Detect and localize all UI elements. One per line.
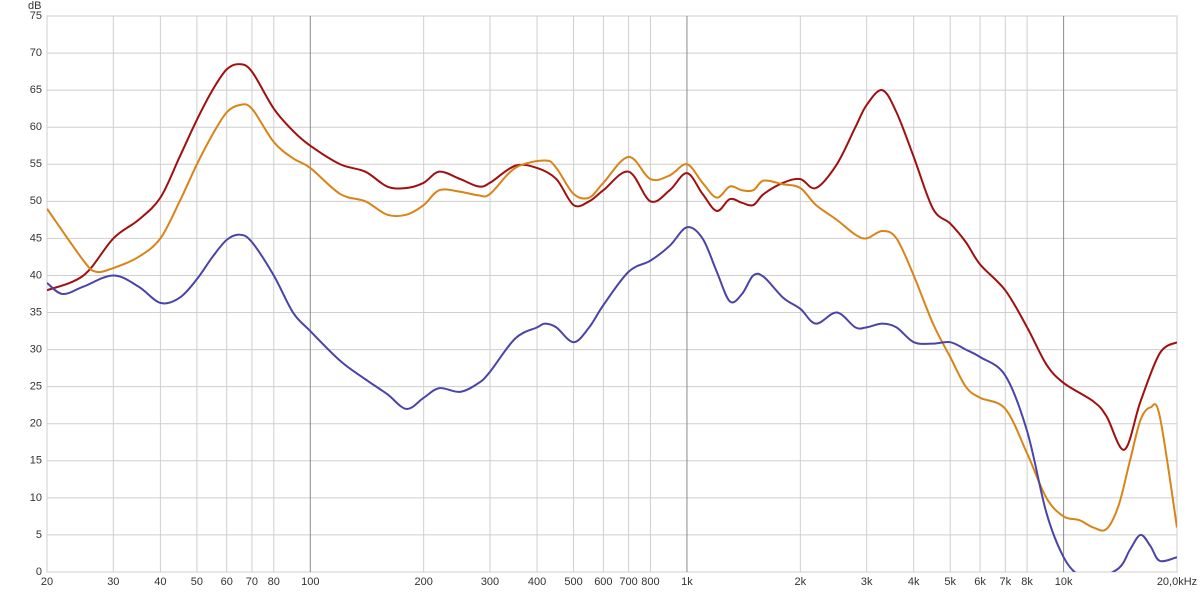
x-tick-label: 100 [301,576,319,588]
y-tick-label: 40 [30,269,42,281]
x-tick-label: 700 [619,576,637,588]
y-tick-label: 75 [30,10,42,22]
y-tick-label: 15 [30,455,42,467]
y-tick-label: 0 [36,566,42,578]
y-tick-label: 70 [30,47,42,59]
y-tick-label: 5 [36,529,42,541]
x-tick-label: 2k [795,576,807,588]
series-line [47,103,1177,532]
x-tick-label: 50 [191,576,203,588]
x-tick-label: 400 [528,576,546,588]
grid [46,15,1178,573]
x-tick-label: 200 [414,576,432,588]
x-tick-label: 20,0kHz [1157,576,1197,588]
x-tick-label: 60 [221,576,233,588]
x-tick-label: 80 [268,576,280,588]
x-tick-label: 600 [594,576,612,588]
x-tick-label: 10k [1055,576,1073,588]
series-line [47,226,1177,572]
x-tick-label: 800 [641,576,659,588]
x-tick-label: 3k [861,576,873,588]
x-tick-label: 6k [974,576,986,588]
x-tick-label: 7k [999,576,1011,588]
y-tick-label: 35 [30,306,42,318]
series-line [47,63,1177,451]
x-tick-label: 70 [246,576,258,588]
y-axis-label: dB [28,0,41,12]
y-tick-label: 65 [30,84,42,96]
x-tick-label: 1k [681,576,693,588]
x-tick-label: 5k [944,576,956,588]
y-tick-label: 25 [30,381,42,393]
lines [47,63,1177,572]
y-tick-label: 20 [30,418,42,430]
y-tick-label: 10 [30,492,42,504]
x-tick-label: 30 [107,576,119,588]
x-tick-label: 40 [154,576,166,588]
x-tick-label: 300 [481,576,499,588]
x-tick-label: 8k [1021,576,1033,588]
x-tick-label: 20 [41,576,53,588]
y-tick-label: 45 [30,232,42,244]
x-tick-label: 500 [564,576,582,588]
y-tick-label: 55 [30,158,42,170]
x-tick-label: 4k [908,576,920,588]
y-tick-label: 30 [30,344,42,356]
y-tick-label: 50 [30,195,42,207]
y-tick-label: 60 [30,121,42,133]
